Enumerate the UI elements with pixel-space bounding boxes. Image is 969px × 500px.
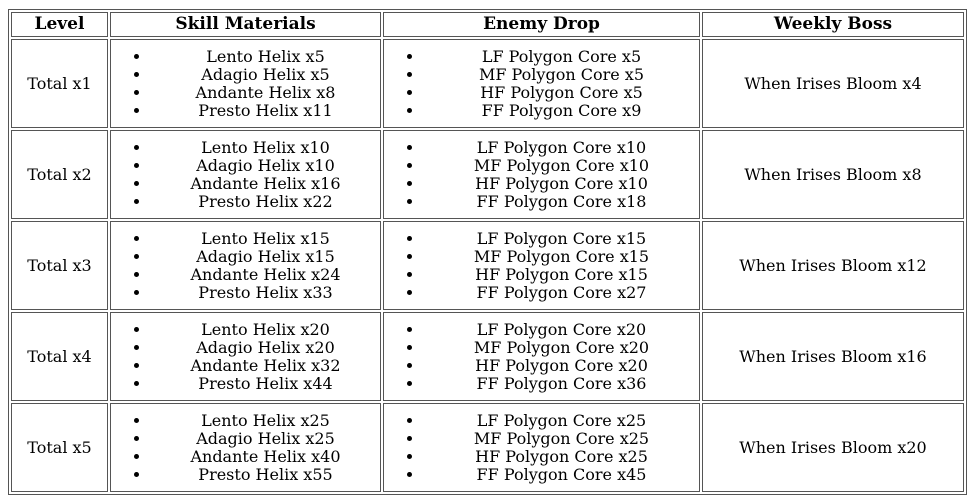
column-header-weekly-boss: Weekly Boss (702, 12, 964, 37)
weekly-boss-cell: When Irises Bloom x8 (702, 130, 964, 219)
column-header-level: Level (11, 12, 108, 37)
skill-materials-cell: Lento Helix x25Adagio Helix x25Andante H… (110, 403, 381, 492)
level-cell: Total x4 (11, 312, 108, 401)
weekly-boss-cell: When Irises Bloom x12 (702, 221, 964, 310)
materials-table: Level Skill Materials Enemy Drop Weekly … (8, 9, 967, 495)
skill-materials-cell: Lento Helix x10Adagio Helix x10Andante H… (110, 130, 381, 219)
list-item: LF Polygon Core x25 (424, 411, 699, 430)
list-item: Andante Helix x24 (151, 265, 380, 284)
enemy-drop-cell: LF Polygon Core x25MF Polygon Core x25HF… (383, 403, 700, 492)
list-item: FF Polygon Core x27 (424, 283, 699, 302)
list-item: LF Polygon Core x10 (424, 138, 699, 157)
list-item: Adagio Helix x5 (151, 65, 380, 84)
list-item: Presto Helix x22 (151, 192, 380, 211)
skill-materials-list: Lento Helix x15Adagio Helix x15Andante H… (111, 229, 380, 302)
skill-materials-list: Lento Helix x20Adagio Helix x20Andante H… (111, 320, 380, 393)
enemy-drop-list: LF Polygon Core x10MF Polygon Core x10HF… (384, 138, 699, 211)
list-item: Andante Helix x8 (151, 83, 380, 102)
enemy-drop-cell: LF Polygon Core x20MF Polygon Core x20HF… (383, 312, 700, 401)
column-header-skill-materials: Skill Materials (110, 12, 381, 37)
enemy-drop-list: LF Polygon Core x20MF Polygon Core x20HF… (384, 320, 699, 393)
weekly-boss-cell: When Irises Bloom x16 (702, 312, 964, 401)
list-item: Adagio Helix x10 (151, 156, 380, 175)
table-row: Total x3Lento Helix x15Adagio Helix x15A… (11, 221, 964, 310)
enemy-drop-list: LF Polygon Core x15MF Polygon Core x15HF… (384, 229, 699, 302)
list-item: FF Polygon Core x18 (424, 192, 699, 211)
list-item: Lento Helix x10 (151, 138, 380, 157)
list-item: Adagio Helix x25 (151, 429, 380, 448)
list-item: FF Polygon Core x45 (424, 465, 699, 484)
list-item: Lento Helix x15 (151, 229, 380, 248)
list-item: HF Polygon Core x5 (424, 83, 699, 102)
list-item: MF Polygon Core x5 (424, 65, 699, 84)
list-item: Andante Helix x32 (151, 356, 380, 375)
list-item: LF Polygon Core x15 (424, 229, 699, 248)
weekly-boss-cell: When Irises Bloom x4 (702, 39, 964, 128)
list-item: Presto Helix x11 (151, 101, 380, 120)
list-item: Lento Helix x20 (151, 320, 380, 339)
list-item: Lento Helix x25 (151, 411, 380, 430)
list-item: Adagio Helix x20 (151, 338, 380, 357)
list-item: Presto Helix x33 (151, 283, 380, 302)
list-item: HF Polygon Core x25 (424, 447, 699, 466)
list-item: MF Polygon Core x10 (424, 156, 699, 175)
list-item: LF Polygon Core x20 (424, 320, 699, 339)
table-row: Total x1Lento Helix x5Adagio Helix x5And… (11, 39, 964, 128)
enemy-drop-cell: LF Polygon Core x15MF Polygon Core x15HF… (383, 221, 700, 310)
list-item: FF Polygon Core x9 (424, 101, 699, 120)
list-item: Andante Helix x16 (151, 174, 380, 193)
list-item: HF Polygon Core x10 (424, 174, 699, 193)
skill-materials-cell: Lento Helix x5Adagio Helix x5Andante Hel… (110, 39, 381, 128)
list-item: MF Polygon Core x25 (424, 429, 699, 448)
list-item: Lento Helix x5 (151, 47, 380, 66)
column-header-enemy-drop: Enemy Drop (383, 12, 700, 37)
level-cell: Total x3 (11, 221, 108, 310)
table-head: Level Skill Materials Enemy Drop Weekly … (11, 12, 964, 37)
table-body: Total x1Lento Helix x5Adagio Helix x5And… (11, 39, 964, 492)
list-item: Presto Helix x44 (151, 374, 380, 393)
table-row: Total x4Lento Helix x20Adagio Helix x20A… (11, 312, 964, 401)
list-item: Adagio Helix x15 (151, 247, 380, 266)
level-cell: Total x2 (11, 130, 108, 219)
list-item: Andante Helix x40 (151, 447, 380, 466)
list-item: HF Polygon Core x20 (424, 356, 699, 375)
level-cell: Total x1 (11, 39, 108, 128)
weekly-boss-cell: When Irises Bloom x20 (702, 403, 964, 492)
enemy-drop-cell: LF Polygon Core x5MF Polygon Core x5HF P… (383, 39, 700, 128)
list-item: Presto Helix x55 (151, 465, 380, 484)
list-item: MF Polygon Core x20 (424, 338, 699, 357)
list-item: HF Polygon Core x15 (424, 265, 699, 284)
skill-materials-cell: Lento Helix x15Adagio Helix x15Andante H… (110, 221, 381, 310)
table-row: Total x2Lento Helix x10Adagio Helix x10A… (11, 130, 964, 219)
skill-materials-list: Lento Helix x5Adagio Helix x5Andante Hel… (111, 47, 380, 120)
header-row: Level Skill Materials Enemy Drop Weekly … (11, 12, 964, 37)
list-item: MF Polygon Core x15 (424, 247, 699, 266)
level-cell: Total x5 (11, 403, 108, 492)
table-row: Total x5Lento Helix x25Adagio Helix x25A… (11, 403, 964, 492)
enemy-drop-cell: LF Polygon Core x10MF Polygon Core x10HF… (383, 130, 700, 219)
enemy-drop-list: LF Polygon Core x5MF Polygon Core x5HF P… (384, 47, 699, 120)
skill-materials-list: Lento Helix x25Adagio Helix x25Andante H… (111, 411, 380, 484)
enemy-drop-list: LF Polygon Core x25MF Polygon Core x25HF… (384, 411, 699, 484)
list-item: FF Polygon Core x36 (424, 374, 699, 393)
list-item: LF Polygon Core x5 (424, 47, 699, 66)
skill-materials-list: Lento Helix x10Adagio Helix x10Andante H… (111, 138, 380, 211)
skill-materials-cell: Lento Helix x20Adagio Helix x20Andante H… (110, 312, 381, 401)
